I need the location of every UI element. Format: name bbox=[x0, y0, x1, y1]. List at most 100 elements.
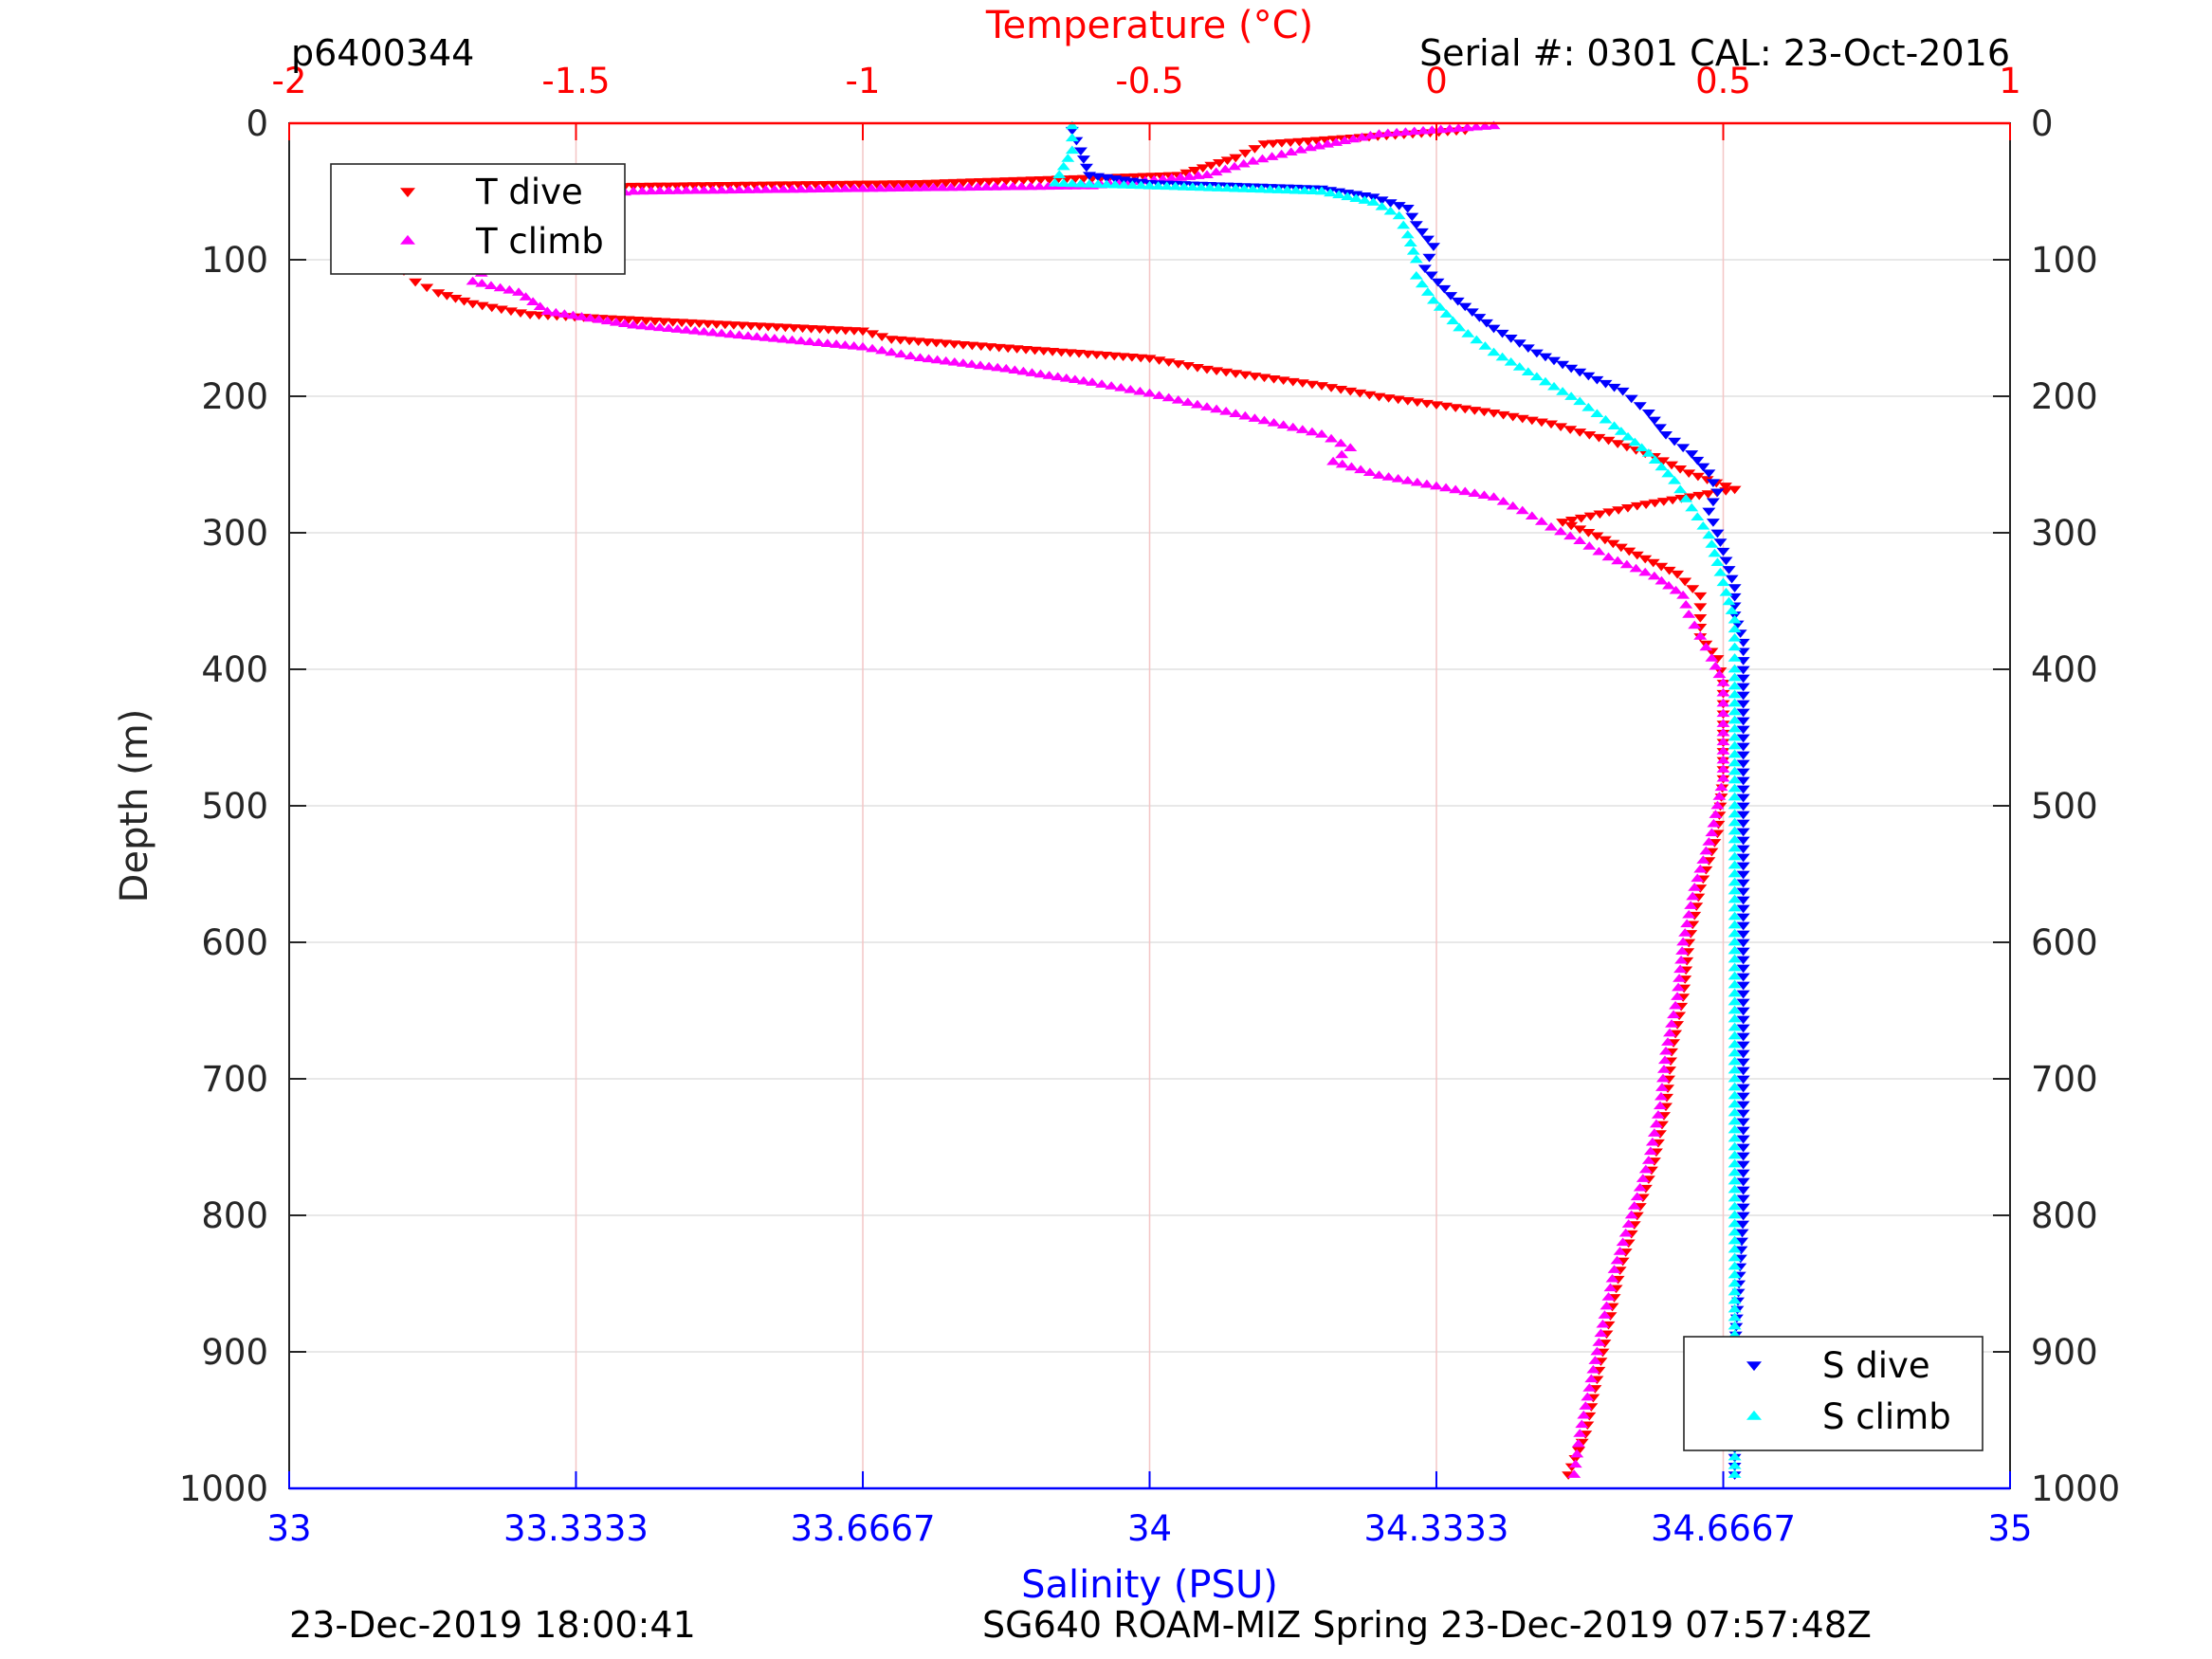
data-point bbox=[1669, 585, 1683, 594]
data-point bbox=[922, 179, 936, 189]
data-point bbox=[1392, 210, 1406, 220]
data-point bbox=[1616, 1237, 1630, 1247]
data-point bbox=[1728, 937, 1742, 946]
data-point bbox=[856, 327, 869, 337]
data-point bbox=[1699, 642, 1713, 651]
data-point bbox=[1618, 1228, 1633, 1237]
data-point bbox=[1458, 302, 1472, 312]
data-point bbox=[1033, 369, 1048, 378]
data-point bbox=[1100, 179, 1114, 189]
data-point bbox=[1678, 928, 1692, 937]
data-point bbox=[885, 347, 899, 356]
data-point bbox=[1728, 715, 1742, 724]
data-point bbox=[1654, 1083, 1669, 1091]
temperature-tick-label: 0.5 bbox=[1695, 61, 1751, 101]
data-point bbox=[1145, 173, 1160, 181]
data-point bbox=[971, 182, 984, 191]
data-point bbox=[1638, 1164, 1653, 1174]
data-point bbox=[1736, 1143, 1750, 1153]
data-point bbox=[1581, 528, 1596, 538]
data-point bbox=[1728, 642, 1742, 651]
data-point bbox=[1653, 424, 1667, 432]
data-point bbox=[1424, 271, 1438, 281]
data-point bbox=[1098, 352, 1112, 360]
data-point bbox=[1056, 178, 1070, 187]
data-point bbox=[1426, 295, 1440, 304]
data-point bbox=[1601, 1292, 1616, 1301]
data-point bbox=[652, 186, 667, 194]
salinity-tick-label: 33.3333 bbox=[503, 1508, 649, 1549]
data-point bbox=[1545, 521, 1558, 531]
data-point bbox=[1219, 368, 1234, 377]
data-point bbox=[1716, 746, 1730, 755]
data-point bbox=[1728, 971, 1742, 980]
data-point bbox=[1065, 178, 1079, 188]
data-point bbox=[1335, 459, 1349, 468]
data-point bbox=[644, 186, 658, 195]
data-point bbox=[609, 317, 623, 326]
data-point bbox=[1200, 402, 1214, 410]
data-point bbox=[1736, 793, 1750, 803]
data-point bbox=[1633, 402, 1647, 410]
data-point bbox=[1567, 1469, 1581, 1478]
data-point bbox=[1229, 370, 1243, 378]
data-point bbox=[1363, 131, 1378, 139]
data-point bbox=[1573, 1429, 1587, 1437]
data-point bbox=[1107, 352, 1122, 361]
data-point bbox=[1453, 322, 1467, 332]
data-point bbox=[1124, 354, 1139, 362]
data-point bbox=[592, 315, 606, 323]
data-point bbox=[1212, 183, 1226, 191]
data-point bbox=[1403, 238, 1417, 247]
data-point bbox=[1529, 372, 1544, 381]
data-point bbox=[1728, 1286, 1742, 1296]
data-point bbox=[1736, 964, 1750, 974]
data-point bbox=[1046, 348, 1060, 356]
data-point bbox=[1152, 356, 1166, 365]
data-point bbox=[1656, 1065, 1671, 1073]
data-point bbox=[519, 292, 533, 301]
data-point bbox=[803, 184, 817, 193]
data-point bbox=[1621, 1219, 1636, 1228]
data-point bbox=[1693, 631, 1708, 640]
data-point bbox=[1599, 379, 1613, 389]
data-point bbox=[1582, 541, 1597, 550]
data-point bbox=[1210, 367, 1224, 375]
data-point bbox=[1736, 1212, 1750, 1221]
data-point bbox=[1276, 376, 1290, 386]
data-point bbox=[1033, 181, 1047, 191]
data-point bbox=[939, 356, 953, 365]
data-point bbox=[1391, 395, 1405, 405]
data-point bbox=[1303, 142, 1317, 152]
data-point bbox=[1220, 156, 1234, 165]
data-point bbox=[1324, 188, 1338, 197]
data-point bbox=[1728, 945, 1742, 955]
data-point bbox=[1736, 674, 1750, 684]
data-point bbox=[484, 281, 498, 289]
data-point bbox=[1200, 365, 1214, 374]
data-point bbox=[792, 181, 806, 190]
data-point bbox=[1016, 176, 1031, 186]
data-point bbox=[1381, 472, 1396, 481]
serial-cal: Serial #: 0301 CAL: 23-Oct-2016 bbox=[1419, 32, 2010, 74]
data-point bbox=[1693, 592, 1708, 601]
data-point bbox=[493, 283, 507, 292]
data-point bbox=[1728, 988, 1742, 997]
series-s-dive bbox=[1065, 126, 1750, 1480]
data-point bbox=[1063, 349, 1077, 358]
data-point bbox=[697, 326, 711, 336]
data-point bbox=[1675, 946, 1690, 955]
data-point bbox=[1641, 1156, 1655, 1164]
data-point bbox=[800, 181, 814, 190]
data-point bbox=[1114, 383, 1128, 392]
data-point bbox=[1564, 364, 1579, 374]
data-point bbox=[1008, 365, 1022, 374]
salinity-tick-label: 34.6667 bbox=[1651, 1508, 1796, 1549]
data-point bbox=[1400, 229, 1415, 239]
data-point bbox=[1274, 149, 1289, 158]
salinity-axis-label: Salinity (PSU) bbox=[1021, 1563, 1278, 1607]
data-point bbox=[1728, 1184, 1742, 1194]
data-point bbox=[1470, 335, 1484, 344]
data-point bbox=[1661, 1037, 1675, 1046]
data-point bbox=[648, 317, 662, 326]
